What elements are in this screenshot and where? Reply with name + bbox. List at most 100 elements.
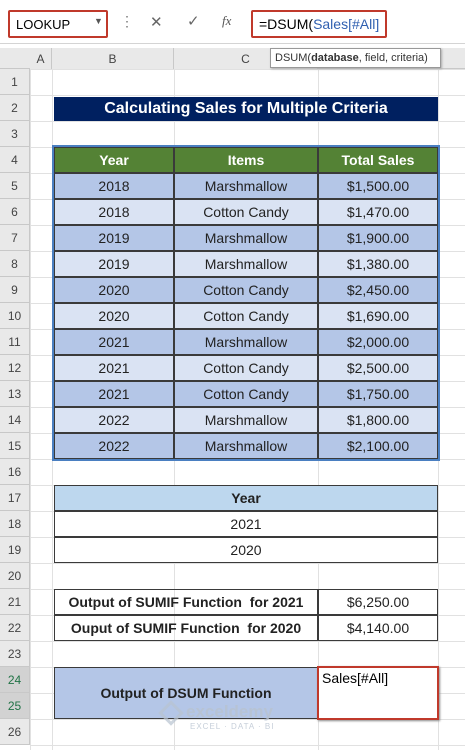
row-header: 19	[0, 537, 30, 563]
row-header: 16	[0, 459, 30, 485]
separator: ⋮	[120, 13, 134, 29]
title: Calculating Sales for Multiple Criteria	[54, 97, 438, 121]
table-cell: 2021	[54, 329, 174, 355]
table-header: Total Sales	[318, 147, 438, 173]
row-header: 15	[0, 433, 30, 459]
tooltip-args: , field, criteria)	[358, 52, 428, 64]
formula-bar: LOOKUP ▼ ⋮ ✕ ✓ fx =DSUM(Sales[#All]	[0, 0, 465, 44]
column-header: A	[30, 48, 52, 69]
row-header: 8	[0, 251, 30, 277]
table-cell: $1,750.00	[318, 381, 438, 407]
table-header: Items	[174, 147, 318, 173]
table-header: Year	[54, 147, 174, 173]
row-header: 12	[0, 355, 30, 381]
row-header: 5	[0, 173, 30, 199]
table-cell: 2020	[54, 303, 174, 329]
tooltip-arg: database	[311, 52, 359, 64]
table-cell: $2,500.00	[318, 355, 438, 381]
table-cell: 2020	[54, 277, 174, 303]
row-header: 25	[0, 693, 30, 719]
row-header: 2	[0, 95, 30, 121]
grid-line	[30, 719, 465, 720]
name-box[interactable]: LOOKUP ▼	[8, 10, 108, 38]
row-header: 21	[0, 589, 30, 615]
row-header: 7	[0, 225, 30, 251]
formula-input[interactable]: =DSUM(Sales[#All]	[251, 10, 387, 38]
criteria-cell: 2021	[54, 511, 438, 537]
row-header: 3	[0, 121, 30, 147]
table-cell: Marshmallow	[174, 433, 318, 459]
table-cell: 2022	[54, 407, 174, 433]
sumif-value: $4,140.00	[318, 615, 438, 641]
row-header: 17	[0, 485, 30, 511]
table-cell: 2018	[54, 199, 174, 225]
table-cell: 2018	[54, 173, 174, 199]
table-cell: Cotton Candy	[174, 277, 318, 303]
table-cell: Marshmallow	[174, 225, 318, 251]
table-cell: Marshmallow	[174, 407, 318, 433]
row-header: 26	[0, 719, 30, 745]
table-cell: $2,450.00	[318, 277, 438, 303]
row-header: 9	[0, 277, 30, 303]
row-header: 6	[0, 199, 30, 225]
sumif-label: Ouput of SUMIF Function for 2020	[54, 615, 318, 641]
table-cell: $2,100.00	[318, 433, 438, 459]
row-header: 22	[0, 615, 30, 641]
grid-line	[30, 563, 465, 564]
row-header: 10	[0, 303, 30, 329]
row-header: 1	[0, 69, 30, 95]
row-header: 24	[0, 667, 30, 693]
function-tooltip: DSUM(database, field, criteria)	[270, 48, 441, 68]
table-cell: Marshmallow	[174, 329, 318, 355]
grid-line	[30, 121, 465, 122]
grid-line	[30, 69, 465, 70]
table-cell: $1,900.00	[318, 225, 438, 251]
insert-function-button[interactable]: fx	[222, 13, 232, 28]
table-cell: Marshmallow	[174, 173, 318, 199]
table-cell: $1,800.00	[318, 407, 438, 433]
sumif-label: Output of SUMIF Function for 2021	[54, 589, 318, 615]
table-cell: 2019	[54, 251, 174, 277]
dropdown-arrow[interactable]: ▼	[94, 16, 103, 26]
row-header: 13	[0, 381, 30, 407]
row-header: 4	[0, 147, 30, 173]
table-cell: Cotton Candy	[174, 199, 318, 225]
formula-text: =DSUM(	[259, 16, 314, 32]
row-header: 18	[0, 511, 30, 537]
criteria-cell: 2020	[54, 537, 438, 563]
row-header: 11	[0, 329, 30, 355]
dsum-label: Output of DSUM Function	[54, 667, 318, 719]
watermark-tagline: EXCEL · DATA · BI	[190, 722, 275, 731]
table-cell: Marshmallow	[174, 251, 318, 277]
table-cell: 2021	[54, 355, 174, 381]
tooltip-function: DSUM(	[275, 52, 312, 64]
table-cell: Cotton Candy	[174, 355, 318, 381]
enter-button[interactable]: ✓	[187, 13, 200, 30]
formula-reference: Sales[#All]	[313, 16, 380, 32]
table-cell: 2019	[54, 225, 174, 251]
column-header: B	[52, 48, 174, 69]
table-cell: 2022	[54, 433, 174, 459]
table-cell: Cotton Candy	[174, 381, 318, 407]
table-cell: $1,380.00	[318, 251, 438, 277]
row-header: 14	[0, 407, 30, 433]
table-cell: 2021	[54, 381, 174, 407]
table-cell: $1,470.00	[318, 199, 438, 225]
cancel-button[interactable]: ✕	[150, 14, 163, 31]
grid-line	[30, 641, 465, 642]
dsum-cell[interactable]: Sales[#All]	[317, 666, 439, 720]
watermark-brand: exceldemy	[186, 702, 273, 721]
name-box-text: LOOKUP	[16, 17, 71, 32]
table-cell: Cotton Candy	[174, 303, 318, 329]
sumif-value: $6,250.00	[318, 589, 438, 615]
table-cell: $1,500.00	[318, 173, 438, 199]
criteria-header: Year	[54, 485, 438, 511]
row-header: 20	[0, 563, 30, 589]
table-outline	[52, 145, 440, 461]
table-cell: $1,690.00	[318, 303, 438, 329]
grid-line	[30, 48, 31, 750]
table-cell: $2,000.00	[318, 329, 438, 355]
grid-line	[30, 745, 465, 746]
row-header: 23	[0, 641, 30, 667]
